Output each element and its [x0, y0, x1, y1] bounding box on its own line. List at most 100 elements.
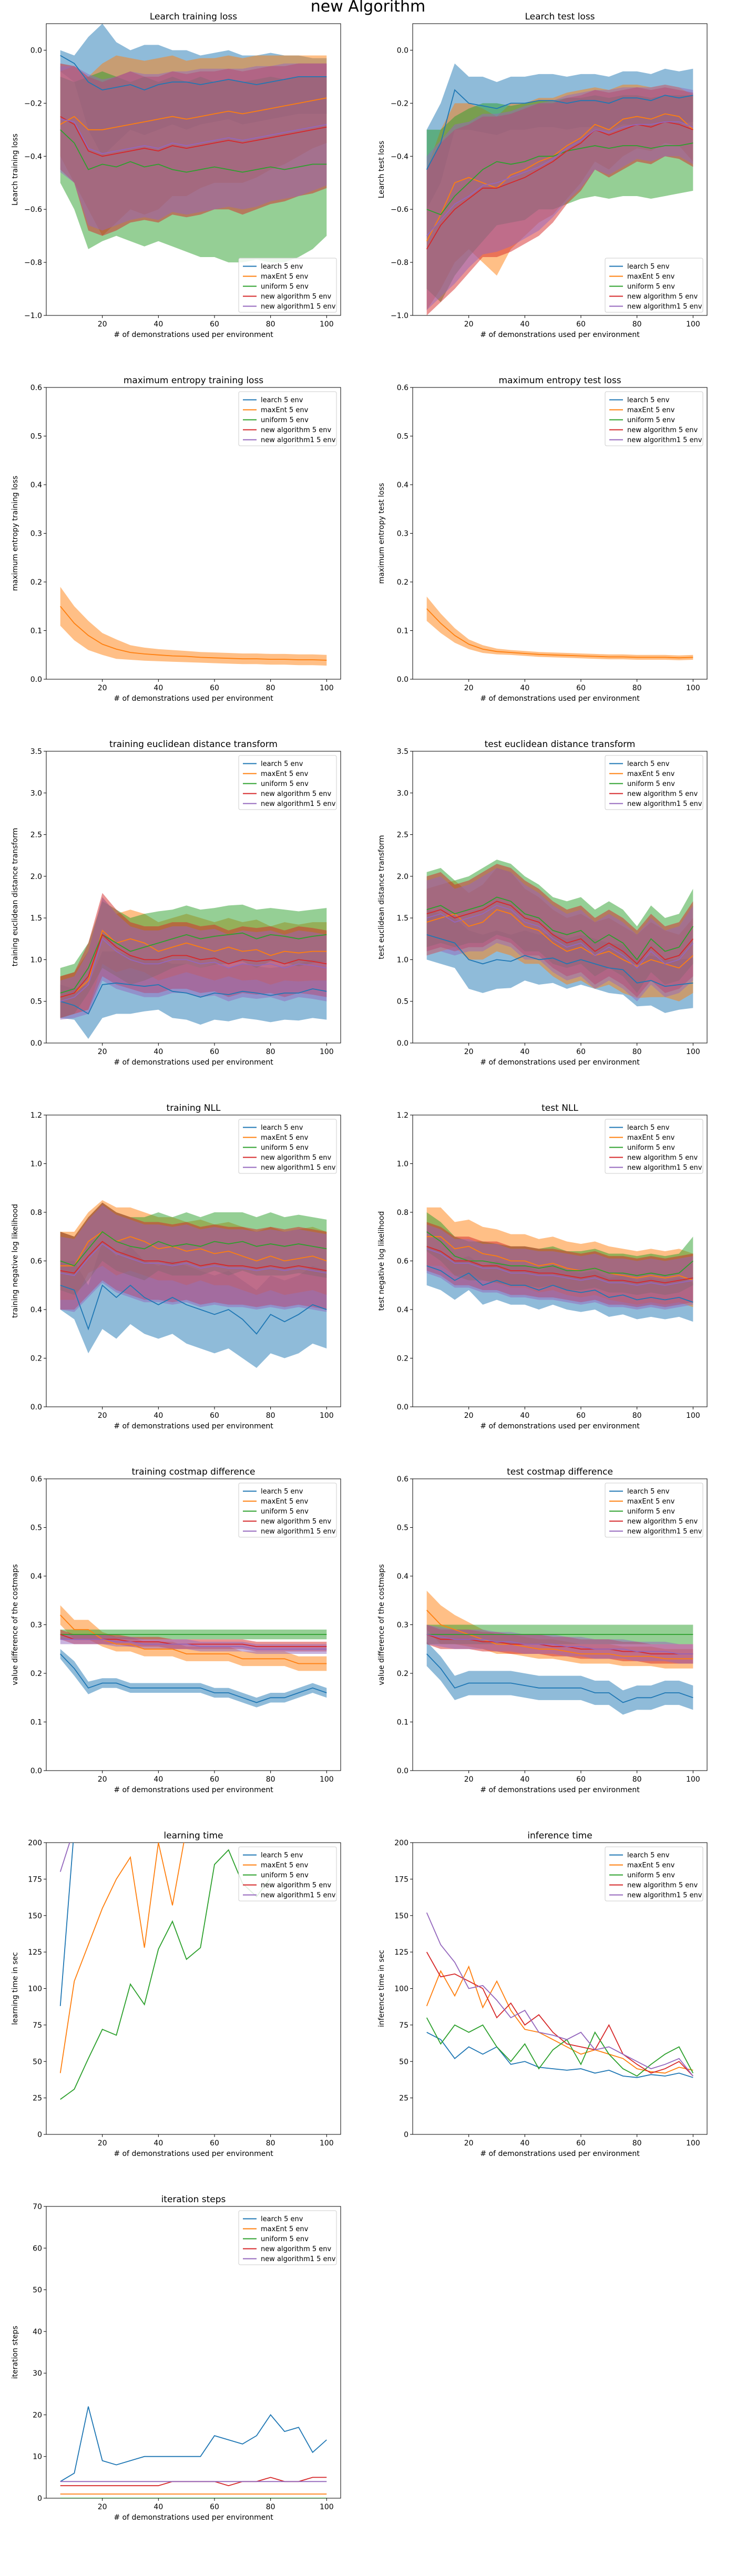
y-tick-label: 0.5	[397, 1524, 408, 1532]
y-axis-label: learning time in sec	[11, 1952, 19, 2025]
plot-area-frame	[412, 23, 708, 316]
legend-box	[238, 1483, 337, 1538]
series-line-4	[60, 118, 327, 155]
legend: learch 5 env maxEnt 5 env uniform 5 env new…	[238, 391, 337, 446]
x-tick-label: 40	[154, 1048, 163, 1056]
legend: learch 5 env maxEnt 5 env uniform 5 env new…	[605, 258, 703, 313]
legend-box	[605, 755, 703, 810]
y-tick-label: 0.5	[397, 433, 408, 441]
y-tick-label: 10	[33, 2453, 42, 2461]
x-tick-label: 100	[320, 1775, 334, 1784]
y-tick-label: 60	[33, 2244, 42, 2253]
legend-entry: new algorithm 5 env	[261, 426, 332, 434]
series-line-4	[60, 1243, 327, 1276]
legend-entry: maxEnt 5 env	[261, 770, 309, 778]
y-tick-label: 3.5	[397, 748, 408, 756]
y-tick-label: 0.2	[397, 1670, 408, 1678]
legend: learch 5 env maxEnt 5 env uniform 5 env new…	[605, 1483, 703, 1538]
y-tick-label: 0.3	[397, 530, 408, 538]
series-line-0	[426, 89, 693, 170]
chart-title: training costmap difference	[131, 1467, 255, 1477]
legend-entry: new algorithm1 5 env	[627, 303, 702, 311]
series-line-0	[60, 2406, 327, 2482]
x-tick-label: 40	[154, 684, 163, 692]
y-tick-label: 1.2	[30, 1111, 42, 1120]
plot-marks	[60, 893, 327, 1039]
x-tick-label: 100	[686, 2139, 700, 2148]
series-line-3	[426, 121, 693, 250]
y-axis-label: test negative log likelihood	[377, 1211, 386, 1311]
legend-entry: learch 5 env	[261, 396, 303, 404]
chart-learch-test-loss: Learch test loss 20 40 60 80 100 −1.0 −0.8 −0.6 −…	[377, 12, 708, 339]
series-line-4	[426, 1248, 693, 1286]
y-tick-label: 0.1	[30, 627, 42, 636]
series-line-0	[426, 2032, 693, 2078]
legend-entry: learch 5 env	[627, 1852, 670, 1859]
y-tick-label: 175	[28, 1875, 42, 1884]
y-tick-label: 0.0	[30, 1403, 42, 1412]
x-tick-label: 60	[576, 1412, 586, 1420]
y-tick-label: 0.0	[397, 1767, 408, 1775]
series-line-4	[426, 1634, 693, 1654]
chart-title: test costmap difference	[507, 1467, 613, 1477]
band-1	[60, 587, 327, 666]
chart-inference-time: inference time 20 40 60 80 100 0 25 50 75 100 125 15…	[377, 1831, 708, 2158]
x-axis-label: # of demonstrations used per environment	[480, 1786, 640, 1794]
y-tick-label: −0.2	[391, 99, 408, 108]
y-tick-label: 0.4	[30, 1572, 42, 1581]
series-line-4	[60, 1639, 327, 1650]
band-0	[426, 1641, 693, 1715]
series-line-1	[60, 606, 327, 661]
series-line-0	[60, 1284, 327, 1335]
legend-box	[238, 391, 337, 446]
series-line-0	[59, 1843, 74, 2006]
y-axis-label: training negative log likelihood	[11, 1204, 19, 1318]
y-tick-label: 0.2	[30, 578, 42, 587]
y-tick-label: 0.2	[397, 578, 408, 587]
y-tick-label: 0.0	[30, 1039, 42, 1048]
y-tick-label: 125	[394, 1948, 408, 1957]
x-tick-label: 40	[154, 1412, 163, 1420]
legend-entry: learch 5 env	[261, 1124, 303, 1132]
legend-entry: new algorithm1 5 env	[261, 1164, 336, 1172]
series-line-3	[60, 116, 327, 157]
legend-entry: uniform 5 env	[261, 780, 309, 788]
y-tick-label: 40	[33, 2328, 42, 2336]
y-tick-label: 1.0	[397, 1160, 408, 1169]
x-tick-label: 60	[210, 2139, 219, 2148]
legend-entry: maxEnt 5 env	[261, 2225, 309, 2233]
series-line-0	[60, 55, 327, 91]
legend-entry: learch 5 env	[261, 760, 303, 768]
x-tick-label: 80	[266, 1048, 275, 1056]
band-0	[60, 1649, 327, 1708]
y-tick-label: 25	[399, 2094, 408, 2103]
series-line-3	[426, 1951, 693, 2077]
series-line-3	[60, 1241, 327, 1274]
y-tick-label: 1.5	[397, 914, 408, 923]
x-axis-label: # of demonstrations used per environment	[480, 694, 640, 703]
chart-title: test euclidean distance transform	[485, 739, 636, 750]
y-tick-label: 30	[33, 2369, 42, 2378]
y-tick-label: 70	[33, 2203, 42, 2211]
legend-box	[238, 1119, 337, 1174]
legend-entry: maxEnt 5 env	[261, 1498, 309, 1506]
legend-entry: new algorithm 5 env	[261, 2245, 332, 2253]
y-tick-label: 0.3	[397, 1621, 408, 1630]
x-tick-label: 20	[98, 2503, 107, 2511]
y-tick-label: 50	[33, 2058, 42, 2066]
series-line-2	[60, 129, 327, 173]
x-tick-label: 100	[686, 684, 700, 692]
y-tick-label: 0.1	[397, 1719, 408, 1727]
plot-marks	[426, 596, 693, 660]
chart-learch-training-loss: Learch training loss 20 40 60 80 100 −1.0 −0.8 −…	[11, 12, 341, 339]
plot-area-frame	[412, 751, 708, 1044]
legend-entry: uniform 5 env	[627, 780, 675, 788]
plot-marks	[426, 1912, 694, 2078]
series-line-1	[426, 1236, 693, 1281]
x-tick-label: 80	[266, 2139, 275, 2148]
legend: learch 5 env maxEnt 5 env uniform 5 env new…	[238, 1483, 337, 1538]
x-tick-label: 60	[210, 1412, 219, 1420]
legend-entry: uniform 5 env	[261, 2235, 309, 2243]
legend-entry: new algorithm 5 env	[627, 1154, 698, 1162]
